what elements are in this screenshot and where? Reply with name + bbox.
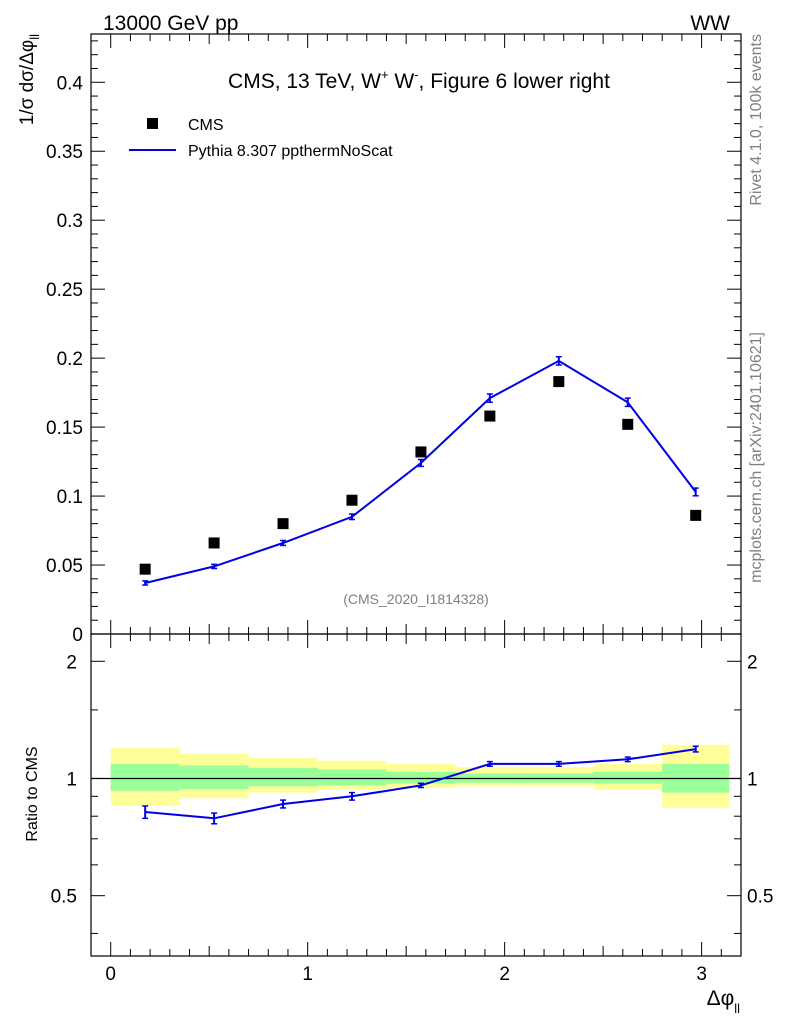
legend-data-label: CMS [188,117,224,134]
y-tick-label: 0.15 [46,418,83,439]
y-tick-label: 0.4 [57,73,84,94]
ratio-panel-frame [90,633,742,957]
x-tick-label: 2 [499,964,510,985]
y-tick-label: 0.3 [57,211,83,232]
ratio-y-tick-label-right: 0.5 [747,887,773,908]
chart-title: CMS, 13 TeV, W+ W-, Figure 6 lower right [228,67,610,93]
x-tick-label: 0 [105,964,116,985]
uncertainty-band-inner [386,771,456,784]
data-point [139,563,151,575]
ratio-y-tick-label-right: 1 [747,769,758,790]
data-point [208,537,220,549]
ratio-y-tick-label: 1 [66,769,77,790]
x-tick-label: 3 [696,964,707,985]
y-tick-label: 0.25 [46,280,83,301]
x-axis-label: Δφll [707,987,741,1016]
ratio-y-axis-label: Ratio to CMS [24,746,41,841]
main-panel-ticks: 0 0.05 0.1 0.15 0.2 0.25 0.3 0.35 0.4 [46,34,741,646]
y-tick-label: 0.1 [57,487,83,508]
data-point [622,418,634,430]
uncertainty-band-inner [110,763,180,791]
header-energy-label: 13000 GeV pp [103,12,238,35]
ratio-y-tick-label-right: 2 [747,652,758,673]
y-tick-label: 0 [72,625,83,646]
uncertainty-band-inner [317,769,387,786]
ratio-panel-bands [91,744,741,808]
legend-mc-label: Pythia 8.307 ppthermNoScat [188,143,393,160]
x-tick-label: 1 [302,964,313,985]
ratio-panel-series [142,745,699,825]
y-tick-label: 0.35 [46,142,83,163]
ratio-panel-ticks: 0.5 0.5 1 1 2 2 [51,634,773,956]
mcplots-source-label: mcplots.cern.ch [arXiv:2401.10621] [748,332,765,583]
data-point [484,410,496,422]
uncertainty-band-inner [179,765,249,789]
data-point [346,494,358,506]
x-tick-labels: 0 1 2 3 [105,964,706,985]
uncertainty-band-inner [593,771,663,784]
data-point [415,446,427,458]
uncertainty-band-inner [248,767,318,787]
ratio-y-tick-label: 0.5 [51,887,77,908]
legend-data-marker [147,118,158,129]
y-tick-label: 0.05 [46,556,83,577]
data-point [553,376,565,388]
ratio-y-tick-label: 2 [66,652,77,673]
header-process-label: WW [690,12,730,35]
mc-line [144,359,697,584]
data-point [690,509,702,521]
main-panel-series [139,356,702,586]
y-tick-label: 0.2 [57,349,83,370]
data-point [277,518,289,530]
rivet-version-label: Rivet 4.1.0, 100k events [748,34,765,206]
analysis-tag: (CMS_2020_I1814328) [343,591,489,607]
y-axis-label: 1/σ dσ/Δφll [17,34,42,125]
